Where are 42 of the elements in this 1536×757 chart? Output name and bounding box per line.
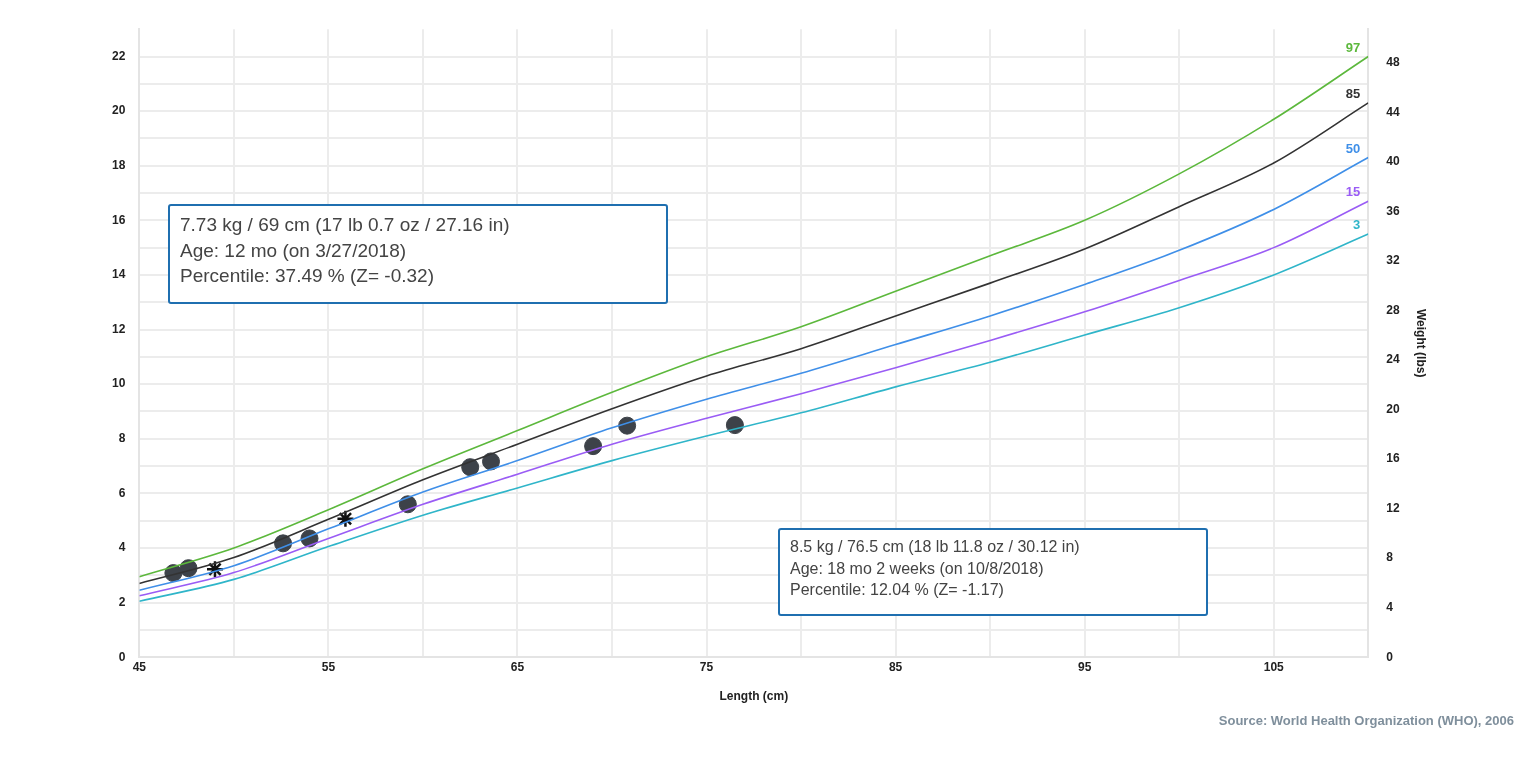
y-tick-label: 22 — [111, 48, 126, 63]
y2-tick-label: 36 — [1386, 203, 1400, 218]
annotation: 8.5 kg / 76.5 cm (18 lb 11.8 oz / 30.12 in) Age: 18 mo 2 weeks (on 10/8/2018) Percentile: 12.04 % (Z= -1.17) — [790, 537, 1081, 601]
y2-tick-label: 44 — [1386, 104, 1400, 119]
x-tick-label: 95 — [1077, 659, 1092, 674]
y-tick-label: 18 — [111, 158, 126, 173]
y2-tick-label: 48 — [1386, 54, 1400, 69]
y2-tick-label: 0 — [1386, 649, 1394, 664]
y-tick-label: 6 — [118, 485, 126, 500]
x-tick-label: 85 — [888, 659, 903, 674]
x-tick-label: 65 — [510, 659, 525, 674]
y2-axis-title: Weight (lbs) — [1414, 308, 1429, 378]
x-tick-label: 75 — [699, 659, 714, 674]
y-tick-label: 10 — [111, 376, 126, 391]
series-label: 97 — [1345, 39, 1361, 55]
series-label: 50 — [1345, 140, 1361, 156]
source-note: Source: World Health Organization (WHO), 2006 — [1218, 713, 1514, 728]
y2-tick-label: 4 — [1386, 599, 1394, 614]
y-tick-label: 12 — [111, 321, 126, 336]
series-label: 15 — [1345, 184, 1361, 200]
y-tick-label: 14 — [111, 267, 126, 282]
y-tick-label: 16 — [111, 212, 126, 227]
x-tick-label: 45 — [132, 659, 147, 674]
annotation: 7.73 kg / 69 cm (17 lb 0.7 oz / 27.16 in) Age: 12 mo (on 3/27/2018) Percentile: 37.49 % (Z= -0.32) — [180, 213, 511, 289]
y2-tick-label: 16 — [1386, 451, 1400, 466]
y-tick-label: 0 — [118, 649, 126, 664]
y-tick-label: 20 — [111, 103, 126, 118]
y-tick-label: 2 — [118, 594, 126, 609]
y2-tick-label: 20 — [1386, 401, 1400, 416]
y2-tick-label: 24 — [1386, 352, 1400, 367]
x-axis-title: Length (cm) — [719, 689, 789, 704]
y2-tick-label: 40 — [1386, 154, 1400, 169]
y-tick-label: 4 — [118, 540, 126, 555]
y2-tick-label: 28 — [1386, 302, 1400, 317]
series-label: 85 — [1345, 86, 1361, 101]
y2-tick-label: 12 — [1386, 500, 1400, 515]
y-tick-label: 8 — [118, 431, 126, 446]
x-tick-label: 55 — [321, 659, 336, 674]
x-tick-label: 105 — [1263, 659, 1285, 674]
series-label: 3 — [1353, 217, 1361, 233]
y2-tick-label: 32 — [1386, 253, 1400, 268]
y2-tick-label: 8 — [1386, 550, 1394, 565]
